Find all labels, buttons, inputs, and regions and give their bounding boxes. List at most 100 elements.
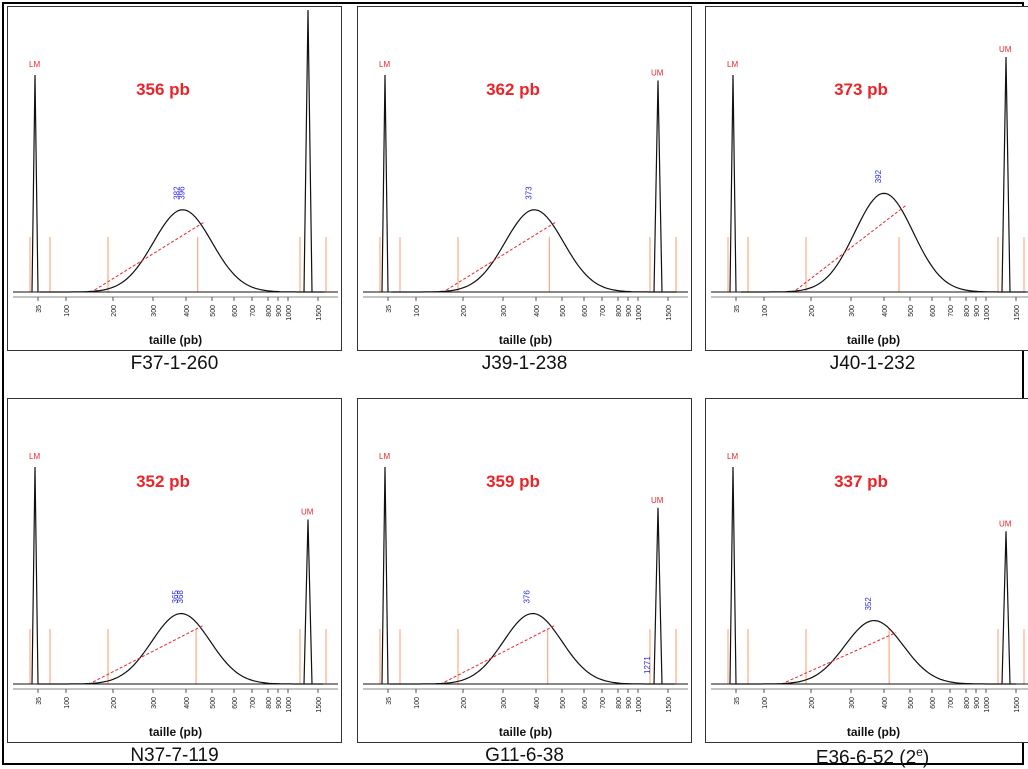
x-tick-label: 500 [210,305,217,317]
electropherogram-panel: LM UM 392 373 pb 35 100 200 300 400 500 600 700 800 9… [705,6,1028,376]
x-tick-label: 100 [762,305,769,317]
sample-id-label: G11-6-38 [357,745,692,767]
x-axis-title: taille (pb) [499,333,552,347]
sample-id-label: E36-6-52 (2e) [705,745,1028,769]
x-tick-label: 500 [560,697,567,709]
upper-marker-peak [1001,531,1011,685]
x-tick-label: 400 [184,305,191,317]
lower-marker-label: LM [379,452,390,461]
x-axis-title: taille (pb) [149,725,202,739]
x-axis-title: taille (pb) [499,725,552,739]
x-tick-label: 900 [626,697,633,709]
plot-area: LM UM 392 373 pb 35 100 200 300 400 500 600 700 800 9… [705,6,1028,351]
peak-size-label: 382 [173,186,182,200]
x-tick-label: 1000 [636,305,643,321]
x-tick-label: 1500 [1014,697,1021,713]
x-tick-label: 200 [809,697,816,709]
sample-id-text: E36-6-52 (2 [815,747,917,769]
x-tick-label: 400 [184,697,191,709]
sample-id-text: N37-7-119 [130,745,219,766]
x-tick-label: 1000 [636,697,643,713]
upper-marker-label: UM [651,496,664,505]
lower-marker-label: LM [727,452,738,461]
peak-size-label: 352 [864,597,873,611]
x-tick-label: 900 [974,305,981,317]
x-tick-label: 35 [36,305,43,313]
upper-marker-label: UM [301,508,314,517]
x-axis-title: taille (pb) [149,333,202,347]
lower-marker-peak [31,74,39,293]
x-tick-label: 900 [974,697,981,709]
x-tick-label: 35 [386,697,393,705]
integration-baseline [795,204,907,291]
x-tick-label: 800 [616,697,623,709]
integration-baseline [446,221,557,291]
electropherogram-panel: LM UM 376 1271 359 pb 35 100 200 300 400 500 600 700… [357,398,692,768]
sample-id-label: J40-1-232 [705,353,1028,375]
x-tick-label: 35 [734,697,741,705]
fragment-size-label: 356 pb [136,80,190,99]
x-tick-label: 900 [626,305,633,317]
x-tick-label: 400 [534,305,541,317]
sample-id-text: G11-6-38 [485,745,564,766]
x-tick-label: 35 [386,305,393,313]
electropherogram-svg: LM UM 376 1271 359 pb 35 100 200 300 400 500 600 700… [363,452,688,739]
x-tick-label: 800 [616,305,623,317]
x-tick-label: 800 [266,305,273,317]
lower-marker-peak [381,466,389,685]
x-tick-label: 400 [534,697,541,709]
peak-size-label: 368 [176,590,185,604]
x-tick-label: 500 [908,697,915,709]
x-tick-label: 900 [276,697,283,709]
lower-marker-label: LM [379,60,390,69]
upper-marker-peak [303,519,313,685]
peak-size-label: 365 [171,590,180,604]
lower-marker-peak [729,466,737,685]
x-tick-label: 1000 [984,305,991,321]
lower-marker-label: LM [727,60,738,69]
lower-marker-label: LM [29,452,40,461]
x-tick-label: 200 [461,697,468,709]
x-axis-title: taille (pb) [847,333,900,347]
x-tick-label: 600 [930,697,937,709]
x-tick-label: 500 [908,305,915,317]
integration-baseline [94,221,205,291]
x-tick-label: 200 [111,697,118,709]
plot-area: LM 382 396 356 pb 35 100 200 300 400 500 600 700 800… [7,6,342,351]
sample-peak-curve [38,612,324,685]
x-tick-label: 1500 [1014,305,1021,321]
electropherogram-panel: LM 382 396 356 pb 35 100 200 300 400 500 600 700 800… [7,6,342,376]
sample-id-text: J40-1-232 [829,353,916,374]
x-tick-label: 300 [849,305,856,317]
plot-area: LM UM 373 362 pb 35 100 200 300 400 500 600 700 800 9… [357,6,692,351]
x-tick-label: 600 [232,305,239,317]
integration-baseline [92,625,204,683]
x-tick-label: 300 [151,305,158,317]
x-tick-label: 600 [582,697,589,709]
x-tick-label: 100 [762,697,769,709]
fragment-size-label: 359 pb [486,472,540,491]
x-tick-label: 100 [414,305,421,317]
x-tick-label: 800 [964,697,971,709]
electropherogram-svg: LM UM 352 337 pb 35 100 200 300 400 500 600 700 800 9… [711,452,1028,739]
fragment-size-label: 362 pb [486,80,540,99]
lower-marker-label: LM [29,60,40,69]
electropherogram-svg: LM UM 373 362 pb 35 100 200 300 400 500 600 700 800 9… [363,60,688,347]
upper-marker-peak [653,507,663,685]
x-tick-label: 300 [849,697,856,709]
electropherogram-panel: LM UM 365 368 352 pb 35 100 200 300 400 500 600 700 8… [7,398,342,768]
x-tick-label: 800 [964,305,971,317]
peak-size-label: 376 [523,590,532,604]
x-tick-label: 1000 [984,697,991,713]
x-tick-label: 400 [882,697,889,709]
sample-id-superscript: e [916,745,923,759]
x-tick-label: 1500 [316,697,323,713]
sample-id-text: J39-1-238 [481,353,568,374]
x-tick-label: 700 [600,697,607,709]
x-tick-label: 300 [151,697,158,709]
x-tick-label: 700 [250,697,257,709]
plot-area: LM UM 365 368 352 pb 35 100 200 300 400 500 600 700 8… [7,398,342,743]
